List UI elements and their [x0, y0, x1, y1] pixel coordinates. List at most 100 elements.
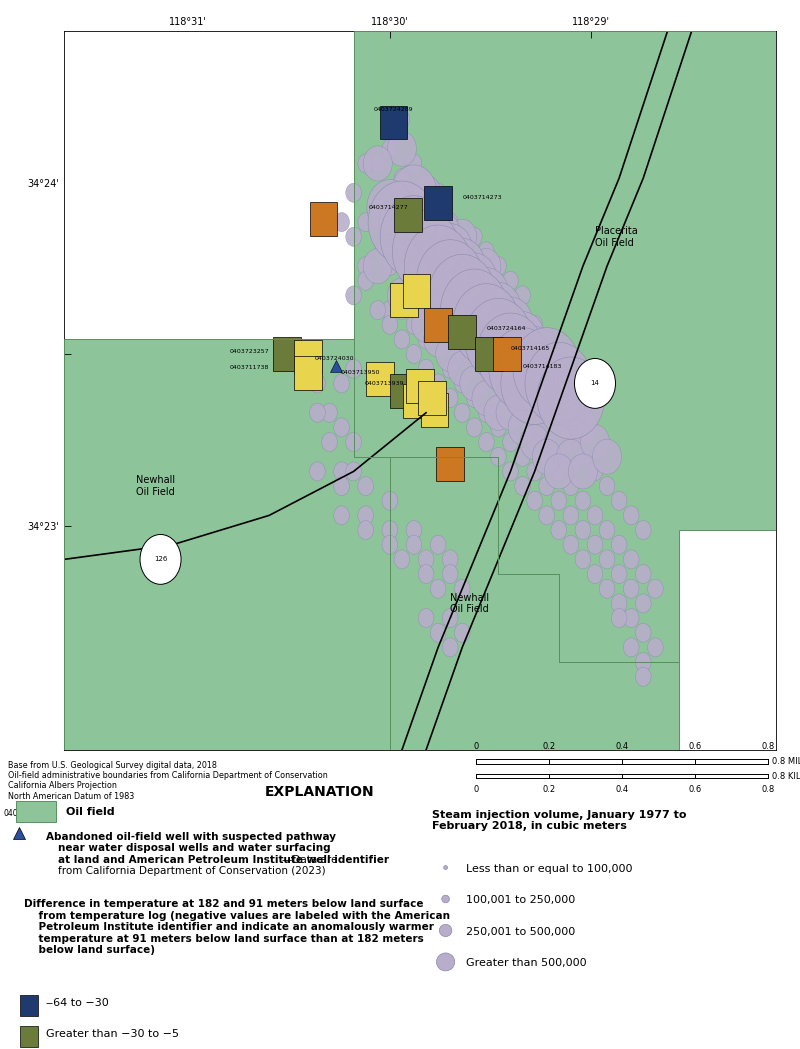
Circle shape — [418, 329, 434, 349]
Circle shape — [411, 175, 441, 211]
Circle shape — [514, 403, 530, 423]
Bar — [366, 362, 394, 395]
Text: Steam injection volume, January 1977 to
February 2018, in cubic meters: Steam injection volume, January 1977 to … — [432, 810, 686, 832]
Circle shape — [536, 370, 582, 426]
Circle shape — [635, 564, 651, 583]
Circle shape — [382, 520, 398, 539]
Bar — [274, 337, 301, 371]
Circle shape — [334, 373, 350, 393]
Text: 0403714273: 0403714273 — [462, 195, 502, 200]
Circle shape — [367, 179, 413, 235]
Circle shape — [623, 608, 639, 627]
Circle shape — [563, 476, 578, 495]
Circle shape — [427, 223, 473, 279]
Circle shape — [484, 351, 513, 386]
Circle shape — [442, 228, 458, 247]
Circle shape — [532, 410, 561, 445]
Circle shape — [322, 403, 338, 423]
Circle shape — [512, 326, 558, 382]
Circle shape — [466, 316, 482, 335]
Circle shape — [500, 341, 546, 397]
Circle shape — [599, 520, 615, 539]
Circle shape — [508, 337, 537, 371]
Text: Greater than −30 to −5: Greater than −30 to −5 — [46, 1029, 178, 1040]
Circle shape — [451, 253, 498, 308]
Circle shape — [599, 476, 615, 495]
Circle shape — [575, 520, 590, 539]
Circle shape — [508, 410, 537, 445]
Text: 0403714183: 0403714183 — [522, 364, 562, 369]
Circle shape — [346, 359, 362, 379]
Circle shape — [460, 366, 489, 401]
Circle shape — [490, 418, 506, 437]
Bar — [310, 202, 338, 236]
Circle shape — [611, 535, 627, 554]
Circle shape — [346, 184, 362, 202]
Circle shape — [358, 506, 374, 524]
Circle shape — [520, 381, 549, 415]
Circle shape — [520, 425, 549, 459]
Text: 0403724030: 0403724030 — [314, 357, 354, 362]
Circle shape — [430, 242, 446, 261]
Circle shape — [539, 447, 554, 466]
Circle shape — [416, 240, 484, 322]
Circle shape — [387, 190, 416, 226]
Text: 0.2: 0.2 — [542, 742, 555, 751]
Circle shape — [346, 462, 362, 480]
Text: 0.8 MILE: 0.8 MILE — [772, 757, 800, 766]
Circle shape — [465, 298, 532, 381]
Circle shape — [370, 154, 386, 173]
Circle shape — [575, 491, 590, 510]
Circle shape — [454, 272, 470, 291]
Text: 0403723257: 0403723257 — [230, 349, 269, 355]
Circle shape — [500, 312, 546, 367]
Circle shape — [514, 329, 530, 349]
Circle shape — [527, 373, 542, 393]
Circle shape — [391, 209, 437, 264]
Circle shape — [358, 520, 374, 539]
Circle shape — [569, 410, 598, 445]
Circle shape — [502, 316, 518, 335]
Circle shape — [379, 194, 425, 250]
Circle shape — [453, 283, 520, 366]
Circle shape — [472, 381, 501, 415]
Circle shape — [502, 272, 518, 291]
Circle shape — [623, 550, 639, 569]
Circle shape — [406, 344, 422, 364]
Circle shape — [484, 307, 513, 342]
Bar — [402, 384, 430, 418]
Circle shape — [429, 254, 496, 337]
Bar — [418, 381, 446, 415]
Circle shape — [334, 462, 350, 480]
Text: 0.4: 0.4 — [615, 742, 629, 751]
Circle shape — [532, 366, 561, 401]
Text: 0.8: 0.8 — [762, 785, 774, 794]
Circle shape — [635, 594, 651, 613]
Circle shape — [394, 110, 410, 129]
Circle shape — [442, 608, 458, 627]
Circle shape — [478, 359, 494, 379]
Circle shape — [382, 316, 398, 335]
Circle shape — [442, 329, 458, 349]
Circle shape — [403, 194, 449, 250]
Circle shape — [544, 425, 574, 459]
Circle shape — [439, 267, 485, 323]
Circle shape — [382, 228, 398, 247]
Bar — [475, 337, 502, 371]
Circle shape — [358, 476, 374, 495]
Circle shape — [599, 550, 615, 569]
Circle shape — [394, 301, 410, 320]
Circle shape — [382, 535, 398, 554]
Circle shape — [490, 301, 506, 320]
Polygon shape — [64, 340, 390, 750]
Circle shape — [623, 638, 639, 657]
Circle shape — [490, 373, 506, 393]
Text: 0403714277: 0403714277 — [368, 206, 408, 211]
Circle shape — [496, 366, 525, 401]
Circle shape — [418, 359, 434, 379]
Text: 0.6: 0.6 — [688, 742, 702, 751]
Circle shape — [539, 506, 554, 524]
Circle shape — [539, 388, 554, 408]
Circle shape — [406, 316, 422, 335]
Circle shape — [370, 301, 386, 320]
